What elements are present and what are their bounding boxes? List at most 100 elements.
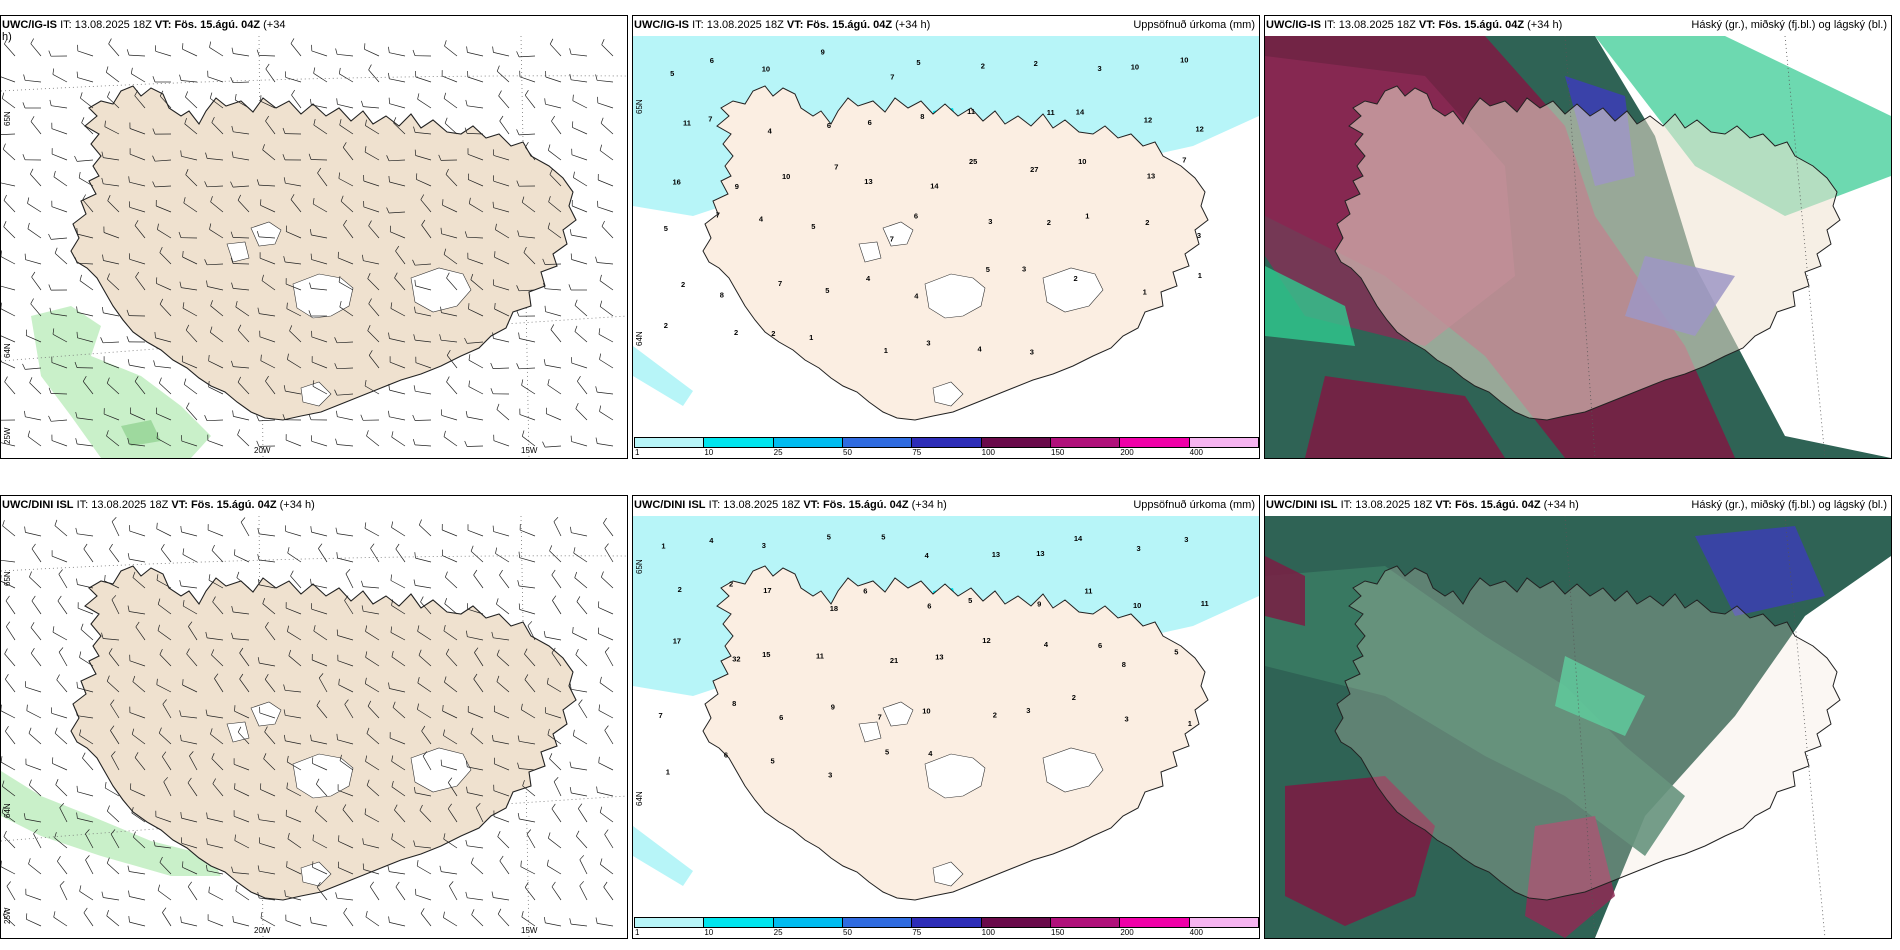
wind-barb-shaft — [232, 263, 250, 265]
wind-barb-shaft — [493, 897, 510, 901]
wind-barb-shaft — [552, 600, 562, 615]
wind-barb-shaft — [4, 43, 16, 57]
precip-value: 2 — [1074, 274, 1078, 283]
wind-barb-flag — [388, 410, 390, 417]
wind-barb-shaft — [445, 174, 458, 187]
lat-label: 65N — [635, 99, 644, 114]
wind-barb-shaft — [390, 231, 406, 239]
wind-barb-flag — [524, 882, 529, 888]
wind-barb-flag — [132, 831, 136, 838]
wind-barb-shaft — [364, 151, 380, 161]
wind-barb-shaft — [389, 338, 406, 343]
wind-barb-shaft — [53, 916, 68, 927]
wind-barb-shaft — [181, 817, 198, 823]
wind-barb-shaft — [470, 279, 484, 291]
wind-barb-shaft — [415, 285, 432, 291]
wind-barb-flag — [310, 253, 312, 260]
colorbar-swatch — [911, 917, 982, 928]
wind-barb-shaft — [494, 711, 510, 719]
wind-barb-flag — [237, 726, 242, 733]
precip-value: 7 — [659, 711, 663, 720]
precip-value: 16 — [673, 178, 681, 187]
wind-barb-shaft — [311, 584, 328, 589]
wind-barb-shaft — [365, 916, 380, 927]
wind-barb-flag — [182, 600, 185, 607]
wind-barb-shaft — [129, 128, 146, 135]
wind-barb-flag — [318, 673, 324, 679]
wind-barb-flag — [418, 519, 422, 526]
wind-barb-shaft — [599, 682, 614, 693]
wind-barb-shaft — [52, 631, 68, 641]
wind-barb-flag — [101, 891, 104, 898]
wind-barb-flag — [182, 302, 185, 309]
wind-barb-flag — [1, 250, 2, 257]
wind-barb-flag — [106, 430, 109, 437]
colorbar-label: 1 — [635, 928, 640, 937]
wind-barb-shaft — [603, 886, 614, 901]
wind-barb-shaft — [470, 733, 484, 745]
wind-barb-shaft — [262, 149, 276, 161]
wind-barb-shaft — [551, 886, 562, 901]
wind-barb-shaft — [233, 53, 250, 57]
precip-value: 6 — [868, 118, 872, 127]
wind-barb-shaft — [579, 859, 588, 875]
wind-barb-flag — [56, 674, 60, 680]
wind-barb-flag — [4, 648, 8, 655]
wind-barb-flag — [368, 220, 372, 226]
wind-barb-shaft — [395, 886, 406, 901]
wind-barb-shaft — [311, 234, 328, 239]
wind-barb-shaft — [571, 792, 588, 797]
colorbar-swatch — [1050, 917, 1121, 928]
wind-barb-shaft — [131, 812, 146, 823]
wind-barb-flag — [24, 253, 26, 260]
wind-barb-flag — [2, 520, 5, 527]
wind-barb-shaft — [316, 705, 328, 719]
wind-barb-shaft — [363, 869, 380, 875]
wind-barb-flag — [104, 781, 107, 789]
wind-barb-shaft — [571, 532, 588, 537]
wind-barb-flag — [106, 377, 110, 384]
wind-barb-flag — [417, 625, 420, 632]
wind-barb-flag — [205, 709, 208, 716]
wind-barb-flag — [127, 553, 130, 560]
precip-value: 3 — [1026, 706, 1030, 715]
wind-barb-flag — [24, 410, 26, 417]
wind-barb-shaft — [26, 918, 42, 927]
wind-barb-flag — [24, 526, 26, 533]
wind-barb-flag — [23, 74, 26, 81]
wind-barb-flag — [111, 516, 117, 522]
wind-barb-flag — [256, 440, 260, 447]
wind-barb-shaft — [498, 95, 510, 109]
lon-label: 15W — [521, 446, 538, 455]
wind-barb-shaft — [389, 416, 406, 421]
wind-barb-flag — [420, 908, 425, 914]
wind-barb-flag — [186, 402, 190, 409]
wind-barb-shaft — [420, 199, 432, 213]
wind-barb-shaft — [493, 285, 510, 291]
wind-barb-shaft — [51, 419, 68, 422]
wind-barb-flag — [30, 298, 34, 304]
wind-barb-shaft — [29, 576, 42, 589]
wind-barb-flag — [446, 376, 450, 383]
wind-barb-shaft — [313, 124, 328, 135]
wind-barb-flag — [212, 596, 216, 602]
wind-barb-flag — [134, 752, 139, 758]
wind-barb-shaft — [467, 105, 484, 109]
precip-value: 1 — [1198, 271, 1202, 280]
wind-barb-shaft — [598, 333, 614, 343]
wind-barb-flag — [85, 855, 90, 861]
wind-barb-flag — [524, 90, 529, 96]
wind-barb-shaft — [210, 733, 224, 745]
wind-barb-shaft — [338, 840, 354, 849]
lat-label: 64N — [3, 343, 12, 358]
wind-barb-flag — [230, 181, 234, 188]
wind-barb-flag — [516, 310, 520, 317]
wind-barb-flag — [127, 359, 130, 366]
precip-value: 21 — [890, 656, 898, 665]
precip-value: 2 — [1145, 218, 1149, 227]
wind-barb-flag — [283, 709, 286, 716]
wind-barb-flag — [262, 597, 266, 604]
wind-barb-shaft — [338, 257, 354, 265]
wind-barb-shaft — [77, 77, 94, 83]
wind-barb-shaft — [417, 709, 432, 719]
